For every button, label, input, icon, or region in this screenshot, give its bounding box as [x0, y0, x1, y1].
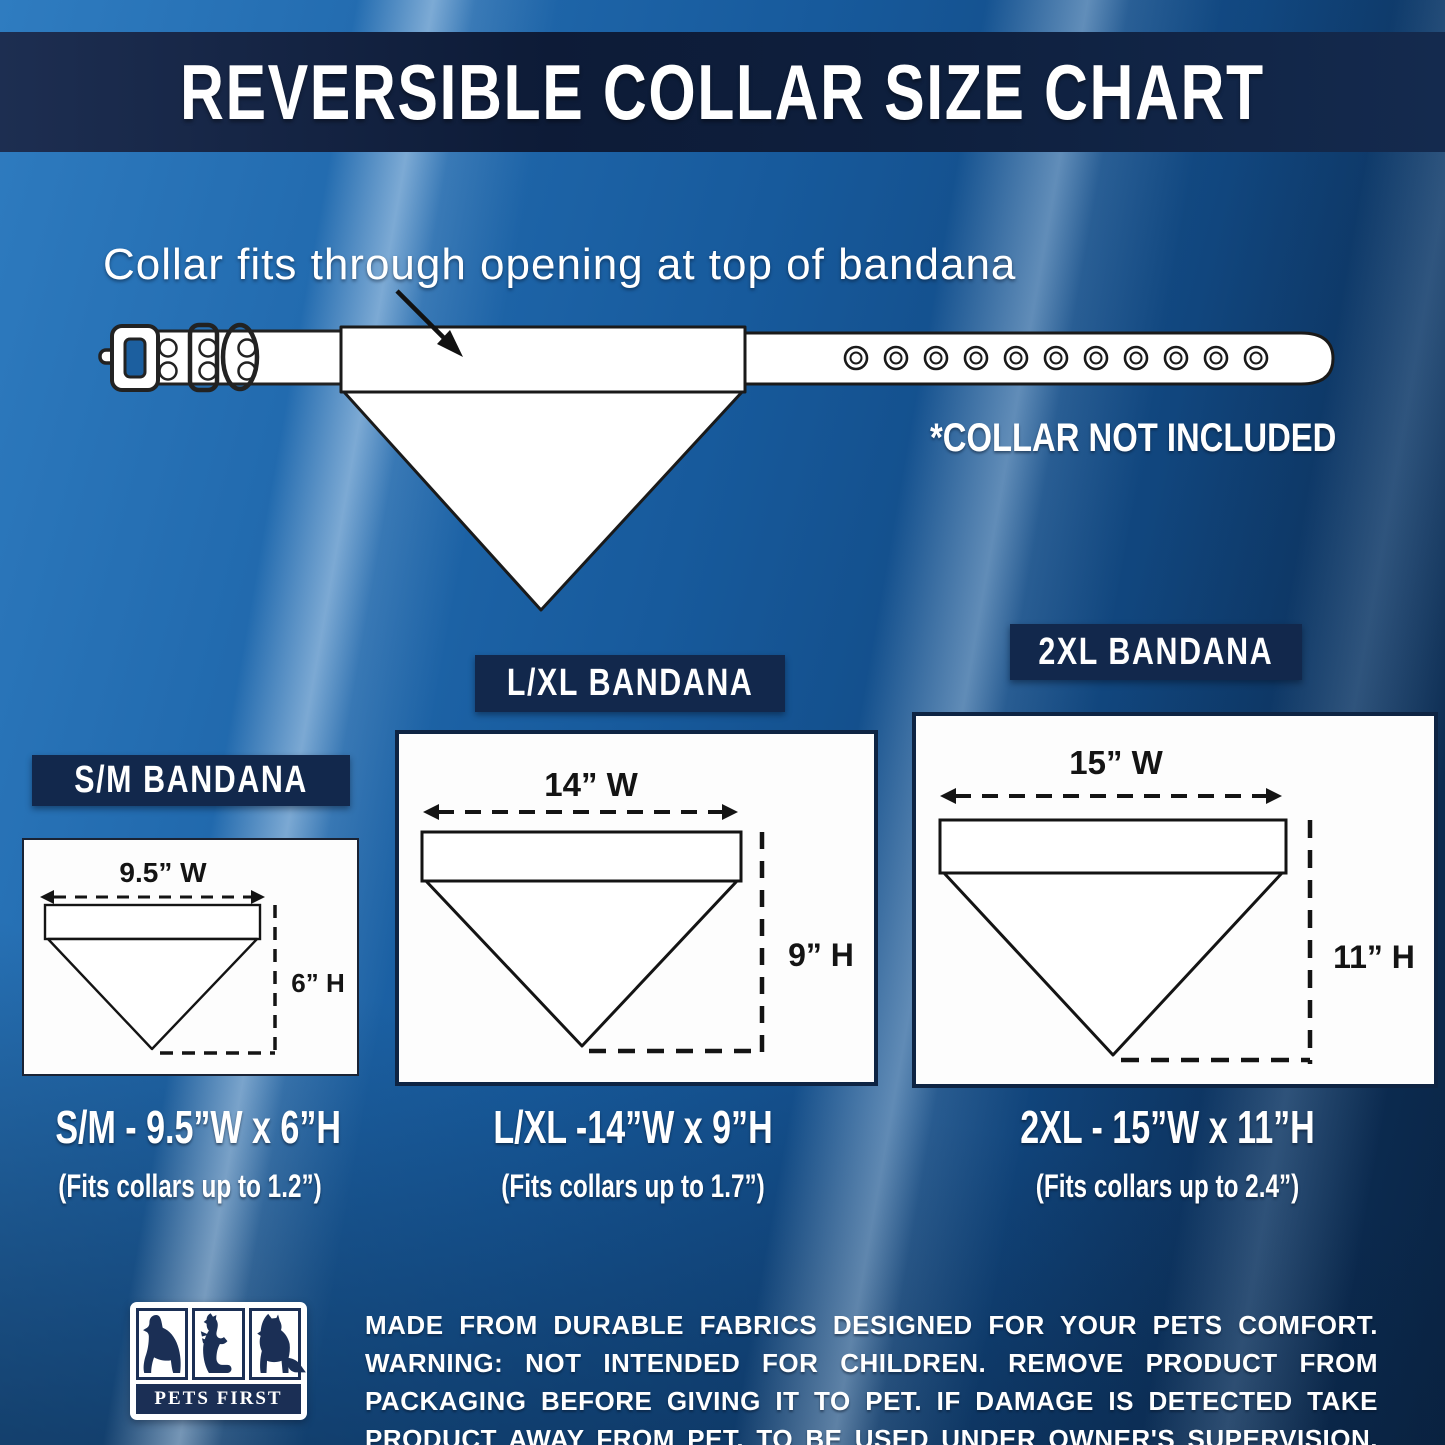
lxl-arrow-left-icon — [423, 804, 439, 820]
collar-illustration — [98, 289, 1335, 612]
collar-eyelets — [843, 345, 1269, 371]
sm-height-dimension: 6” H — [291, 968, 344, 998]
sm-width-dimension: 9.5” W — [119, 857, 207, 888]
size-panel-lxl: 14” W 9” H — [395, 730, 878, 1086]
size-panel-sm: 9.5” W 6” H — [22, 838, 359, 1076]
warning-line-4: PRODUCT AWAY FROM PET. TO BE USED UNDER … — [365, 1424, 1378, 1445]
page-title: REVERSIBLE COLLAR SIZE CHART — [180, 47, 1265, 136]
logo-dog-2-icon — [201, 1313, 232, 1373]
logo-dog-3-icon — [256, 1313, 306, 1373]
caption-lxl-fit: (Fits collars up to 1.7”) — [501, 1168, 765, 1204]
collar-buckle — [98, 322, 346, 393]
warning-line-1: MADE FROM DURABLE FABRICS DESIGNED FOR Y… — [365, 1310, 1378, 1340]
logo-dog-frames — [136, 1308, 306, 1380]
2xl-arrow-left-icon — [940, 788, 956, 804]
header-band: REVERSIBLE COLLAR SIZE CHART — [0, 32, 1445, 152]
warning-line-2: WARNING: NOT INTENDED FOR CHILDREN. REMO… — [365, 1348, 1378, 1378]
2xl-width-dimension: 15” W — [1069, 744, 1163, 781]
logo-dog-frame-2 — [192, 1308, 245, 1380]
lxl-arrow-right-icon — [722, 804, 738, 820]
collar-strap-right — [743, 331, 1335, 386]
size-label-lxl: L/XL BANDANA — [475, 655, 785, 712]
lxl-width-dimension: 14” W — [544, 766, 638, 803]
caption-2xl-size: 2XL - 15”W x 11”H — [1020, 1101, 1315, 1153]
2xl-height-dimension: 11” H — [1333, 939, 1415, 975]
caption-lxl-size: L/XL -14”W x 9”H — [493, 1101, 773, 1153]
size-diagram-2xl: 15” W 11” H — [938, 744, 1415, 1064]
sm-arrow-left-icon — [40, 890, 54, 904]
size-label-2xl: 2XL BANDANA — [1010, 624, 1302, 680]
caption-2xl: 2XL - 15”W x 11”H (Fits collars up to 2.… — [935, 1102, 1400, 1204]
pets-first-logo: PETS FIRST — [130, 1302, 307, 1420]
logo-wordmark: PETS FIRST — [136, 1384, 301, 1414]
logo-dog-frame-1 — [136, 1308, 189, 1380]
caption-sm-fit: (Fits collars up to 1.2”) — [58, 1168, 322, 1204]
logo-dog-frame-3 — [248, 1308, 306, 1380]
size-panel-2xl: 15” W 11” H — [912, 712, 1438, 1088]
collar-not-included-note: *COLLAR NOT INCLUDED — [930, 416, 1337, 460]
annotation-arrow-icon — [395, 289, 463, 357]
size-label-lxl-text: L/XL BANDANA — [506, 662, 754, 704]
sm-arrow-right-icon — [251, 890, 265, 904]
caption-2xl-fit: (Fits collars up to 2.4”) — [1035, 1168, 1300, 1204]
size-diagram-lxl: 14” W 9” H — [420, 766, 854, 1054]
size-label-sm-text: S/M BANDANA — [74, 759, 308, 801]
caption-lxl: L/XL -14”W x 9”H (Fits collars up to 1.7… — [418, 1102, 848, 1204]
size-diagram-sm: 9.5” W 6” H — [40, 857, 345, 1056]
collar-annotation: Collar fits through opening at top of ba… — [103, 240, 1017, 289]
size-label-2xl-text: 2XL BANDANA — [1038, 630, 1274, 673]
caption-sm: S/M - 9.5”W x 6”H (Fits collars up to 1.… — [8, 1102, 372, 1204]
warning-text: MADE FROM DURABLE FABRICS DESIGNED FOR Y… — [365, 1306, 1378, 1445]
caption-sm-size: S/M - 9.5”W x 6”H — [55, 1101, 341, 1153]
size-label-sm: S/M BANDANA — [32, 755, 350, 806]
logo-dog-1-icon — [143, 1315, 181, 1373]
bandana-shape — [339, 325, 747, 612]
warning-line-3: PACKAGING BEFORE GIVING IT TO PET. IF DA… — [365, 1386, 1378, 1416]
2xl-arrow-right-icon — [1266, 788, 1282, 804]
lxl-height-dimension: 9” H — [788, 937, 854, 973]
